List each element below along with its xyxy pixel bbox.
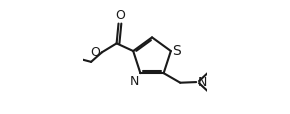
Text: O: O — [90, 46, 100, 59]
Text: S: S — [173, 43, 181, 57]
Text: N: N — [198, 76, 207, 89]
Text: N: N — [130, 74, 139, 87]
Text: O: O — [115, 9, 125, 22]
